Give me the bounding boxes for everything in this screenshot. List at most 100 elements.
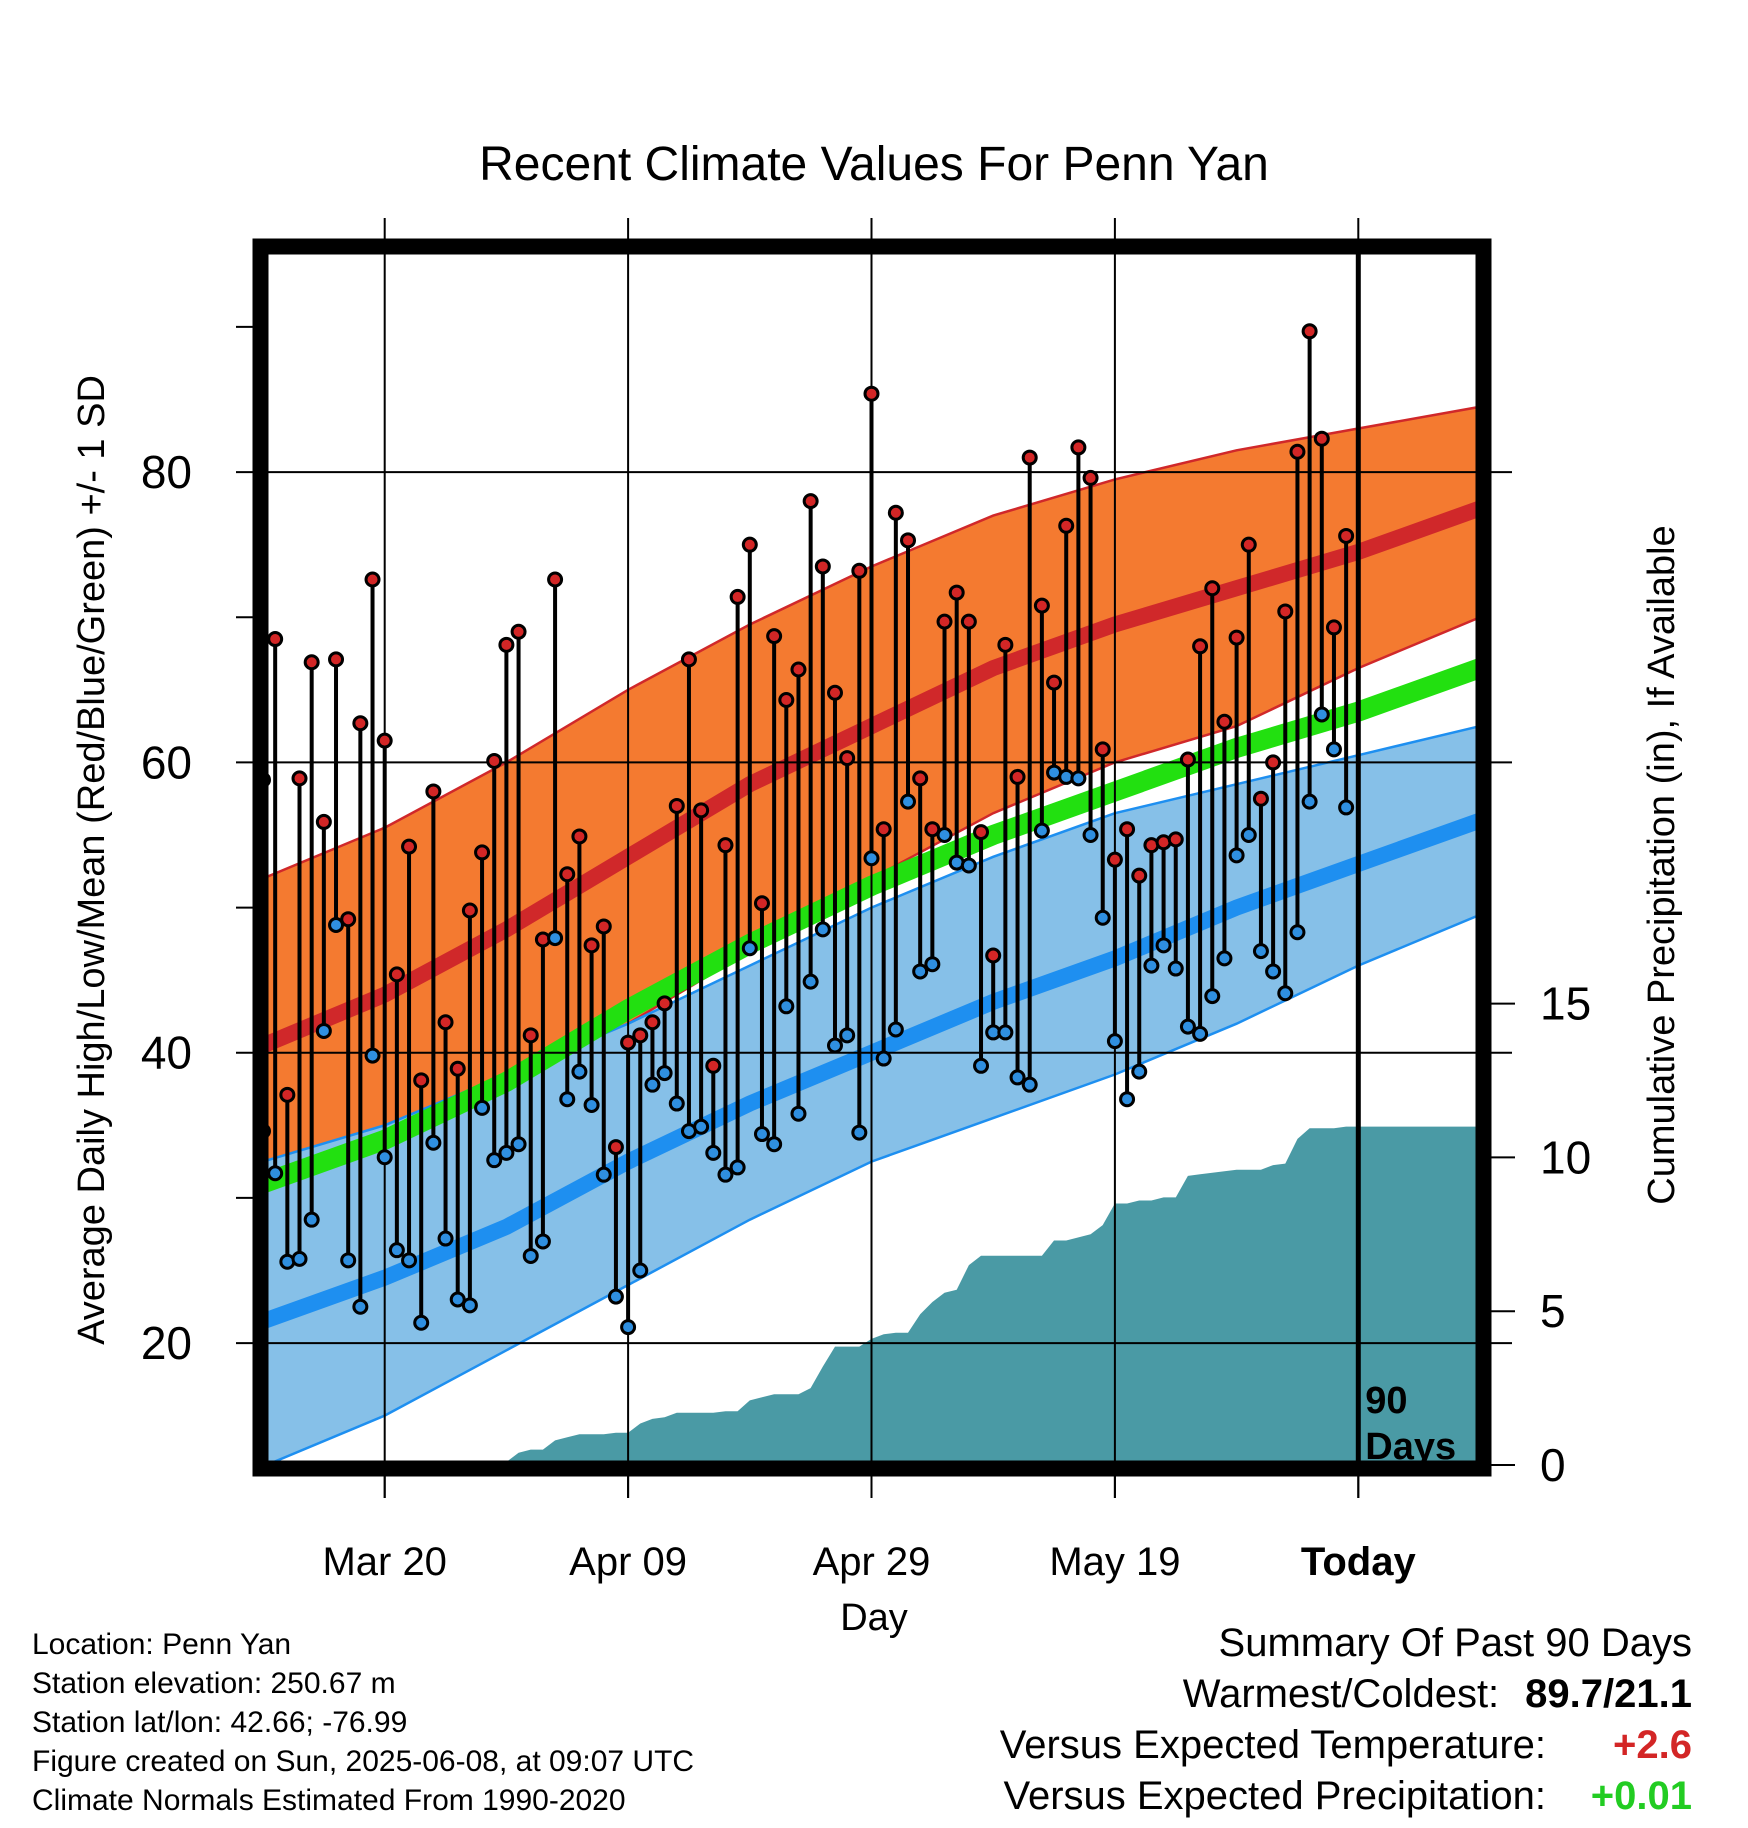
daily-high-point: [741, 536, 758, 553]
plot-frame: [252, 238, 1492, 1477]
daily-high-point: [948, 584, 965, 601]
x-tick-label: Apr 29: [813, 1540, 931, 1584]
daily-low-point: [267, 1165, 284, 1182]
daily-high-point: [291, 770, 308, 787]
daily-low-point: [328, 917, 345, 933]
daily-high-point: [875, 821, 892, 838]
y2-axis-label: Cumulative Precipitation (in), If Availa…: [1641, 525, 1683, 1204]
daily-low-point: [1106, 1033, 1123, 1050]
temp-value: +2.6: [1613, 1723, 1692, 1767]
daily-low-point: [790, 1105, 807, 1122]
daily-high-point: [790, 661, 807, 678]
daily-high-point: [1033, 597, 1050, 614]
summary-warmest-row: Warmest/Coldest: 89.7/21.1: [1000, 1669, 1692, 1720]
daily-high-point: [1167, 831, 1184, 848]
daily-low-point: [741, 940, 758, 957]
daily-high-point: [802, 493, 819, 510]
daily-low-point: [413, 1314, 430, 1331]
daily-high-point: [559, 866, 576, 883]
daily-low-point: [997, 1024, 1014, 1041]
daily-low-point: [522, 1247, 539, 1264]
daily-high-point: [863, 385, 880, 402]
daily-low-point: [802, 973, 819, 990]
daily-high-point: [1252, 790, 1269, 807]
daily-high-point: [1313, 430, 1330, 447]
daily-high-point: [1240, 536, 1257, 553]
precipitation-area: [263, 1126, 1480, 1465]
daily-low-point: [510, 1136, 527, 1153]
daily-low-point: [936, 827, 953, 843]
daily-low-point: [364, 1047, 381, 1064]
daily-high-point: [1325, 619, 1342, 636]
daily-high-point: [437, 1014, 454, 1031]
daily-low-point: [449, 1291, 466, 1308]
daily-high-point: [1021, 449, 1038, 466]
daily-low-point: [778, 998, 795, 1015]
daily-low-point: [1338, 799, 1355, 816]
daily-high-point: [607, 1139, 624, 1156]
daily-high-point: [1192, 638, 1209, 655]
station-latlon: Station lat/lon: 42.66; -76.99: [32, 1706, 408, 1739]
daily-low-point: [425, 1134, 442, 1151]
daily-high-point: [717, 837, 734, 854]
daily-high-point: [1265, 754, 1282, 771]
daily-high-point: [1204, 580, 1221, 597]
daily-low-point: [1252, 943, 1269, 960]
warmest-value: 89.7/21.1: [1525, 1672, 1692, 1716]
daily-high-point: [1179, 751, 1196, 768]
daily-high-point: [1106, 851, 1123, 868]
daily-low-point: [826, 1037, 843, 1054]
daily-high-point: [315, 813, 332, 830]
daily-high-point: [1131, 867, 1148, 884]
daily-low-point: [401, 1252, 418, 1269]
station-elevation: Station elevation: 250.67 m: [32, 1667, 396, 1700]
figure-created: Figure created on Sun, 2025-06-08, at 09…: [32, 1745, 695, 1778]
daily-low-point: [1179, 1018, 1196, 1035]
daily-high-point: [766, 628, 783, 645]
precip-label: Versus Expected Precipitation:: [1003, 1774, 1546, 1818]
y-tick-label: 40: [141, 1027, 192, 1079]
daily-low-point: [1192, 1025, 1209, 1042]
daily-high-point: [376, 732, 393, 749]
daily-high-point: [267, 631, 284, 648]
daily-high-point: [778, 692, 795, 708]
daily-low-point: [912, 963, 929, 980]
daily-low-point: [729, 1159, 746, 1176]
daily-low-point: [340, 1252, 357, 1269]
daily-low-point: [315, 1022, 332, 1039]
daily-high-point: [851, 562, 868, 579]
daily-low-point: [620, 1319, 637, 1336]
precip-value: +0.01: [1590, 1774, 1692, 1818]
daily-high-point: [522, 1027, 539, 1044]
daily-low-point: [973, 1057, 990, 1074]
daily-low-point: [766, 1136, 783, 1153]
daily-low-point: [753, 1126, 770, 1143]
daily-high-point: [1094, 741, 1111, 758]
daily-low-point: [705, 1144, 722, 1161]
y2-tick-label: 10: [1540, 1131, 1591, 1183]
daily-low-point: [900, 793, 917, 810]
daily-low-point: [1119, 1091, 1136, 1108]
station-location: Location: Penn Yan: [32, 1628, 292, 1661]
daily-low-point: [376, 1149, 393, 1166]
daily-high-point: [997, 636, 1014, 653]
daily-high-point: [498, 636, 515, 653]
daily-high-point: [620, 1034, 637, 1051]
daily-high-point: [388, 966, 405, 983]
daily-low-point: [547, 930, 564, 947]
daily-low-point: [1070, 770, 1087, 787]
daily-high-point: [303, 654, 320, 671]
station-info: Location: Penn Yan Station elevation: 25…: [32, 1625, 694, 1820]
daily-low-point: [607, 1288, 624, 1305]
daily-high-point: [814, 558, 831, 575]
daily-low-point: [839, 1027, 856, 1044]
daily-high-point: [1338, 527, 1355, 544]
daily-low-point: [668, 1095, 685, 1112]
daily-low-point: [1009, 1069, 1026, 1086]
daily-high-point: [1216, 713, 1233, 730]
daily-low-point: [352, 1298, 369, 1315]
summary-heading: Summary Of Past 90 Days: [1218, 1621, 1692, 1665]
daily-high-point: [705, 1057, 722, 1074]
